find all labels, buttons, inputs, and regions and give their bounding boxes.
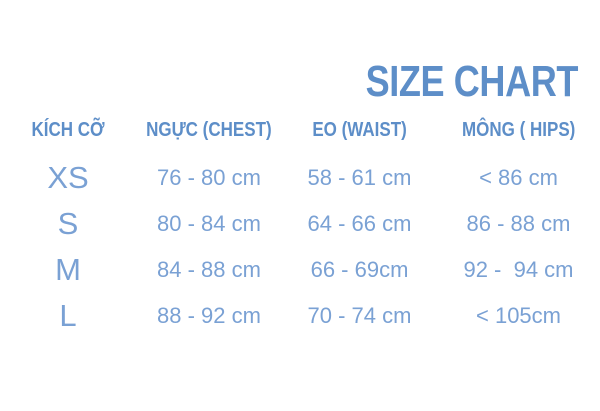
table-row-s-size: S	[57, 206, 79, 241]
table-row-m-waist: 66 - 69cm	[310, 257, 409, 282]
column-header-chest: NGỰC (CHEST)	[146, 118, 272, 141]
column-header-size: KÍCH CỠ	[31, 118, 105, 141]
table-row-xs-hips: < 86 cm	[479, 165, 558, 190]
table-row-s-hips: 86 - 88 cm	[466, 211, 571, 236]
table-row-l-size: L	[59, 298, 77, 333]
column-header-hips: MÔNG ( HIPS)	[461, 118, 576, 141]
table-row-xs-waist: 58 - 61 cm	[307, 165, 412, 190]
table-row-xs-size: XS	[47, 160, 89, 195]
column-header-waist: EO (WAIST)	[312, 118, 407, 141]
size-table: KÍCH CỠ NGỰC (CHEST) EO (WAIST) MÔNG ( H…	[0, 105, 600, 339]
page-title: SIZE CHART	[272, 16, 579, 148]
table-row-l-chest: 88 - 92 cm	[157, 303, 261, 328]
table-row-l-hips: < 105cm	[476, 303, 561, 328]
table-row-xs-chest: 76 - 80 cm	[157, 165, 261, 190]
table-row-s-waist: 64 - 66 cm	[307, 211, 412, 236]
table-row-m-hips: 92 - 94 cm	[463, 257, 574, 282]
table-row-s-chest: 80 - 84 cm	[157, 211, 261, 236]
table-row-l-waist: 70 - 74 cm	[307, 303, 412, 328]
table-row-m-chest: 84 - 88 cm	[157, 257, 261, 282]
table-row-m-size: M	[55, 252, 81, 287]
page-title-text: SIZE CHART	[365, 57, 579, 106]
